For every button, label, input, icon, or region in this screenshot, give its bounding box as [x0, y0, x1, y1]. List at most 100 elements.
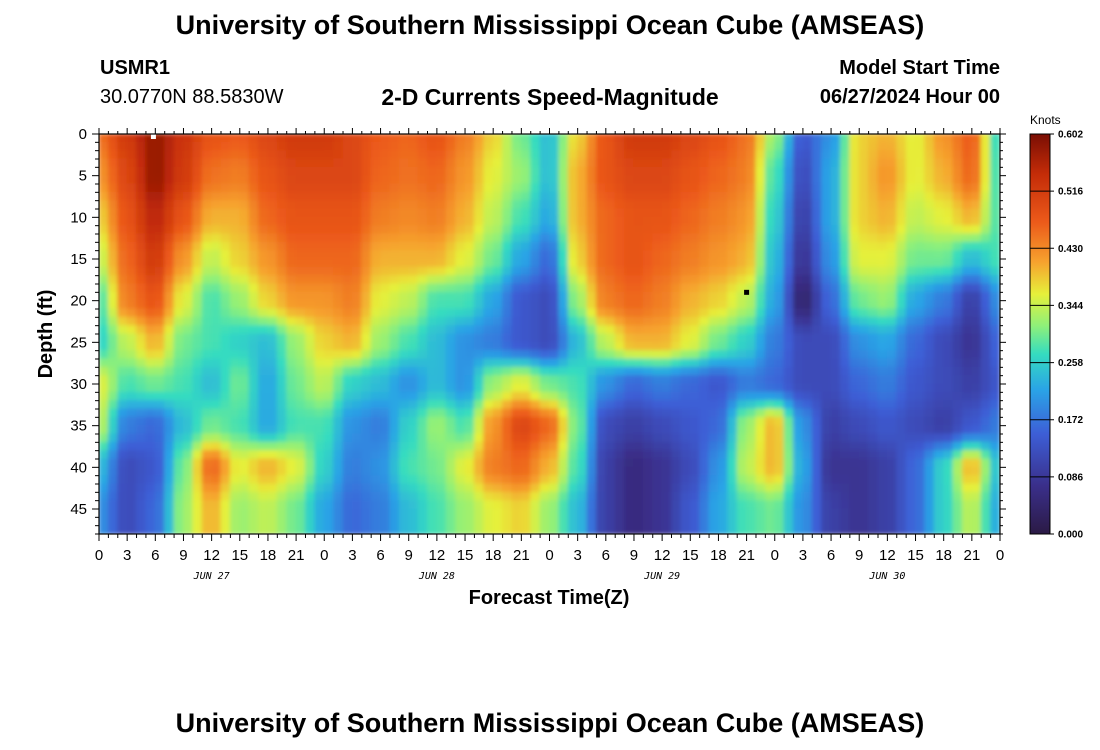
heatmap-cell — [164, 166, 175, 177]
heatmap-cell — [408, 150, 419, 160]
heatmap-cell — [933, 134, 945, 143]
heatmap-cell — [802, 216, 813, 227]
heatmap-cell — [858, 441, 870, 452]
heatmap-cell — [680, 325, 691, 335]
heatmap-cell — [408, 416, 419, 427]
heatmap-cell — [971, 291, 982, 302]
heatmap-cell — [661, 141, 673, 152]
heatmap-cell — [483, 466, 494, 477]
heatmap-cell — [821, 458, 832, 468]
heatmap-cell — [370, 191, 382, 202]
heatmap-cell — [182, 375, 194, 385]
heatmap-cell — [248, 191, 260, 202]
heatmap-cell — [136, 191, 147, 202]
heatmap-cell — [445, 191, 457, 202]
heatmap-cell — [652, 416, 663, 427]
heatmap-cell — [436, 325, 447, 335]
heatmap-cell — [361, 141, 372, 152]
heatmap-cell — [689, 325, 701, 335]
heatmap-cell — [314, 216, 325, 227]
heatmap-cell — [990, 266, 1000, 277]
heatmap-cell — [764, 416, 776, 427]
heatmap-cell — [661, 325, 673, 335]
heatmap-cell — [154, 450, 166, 460]
heatmap-cell — [933, 325, 945, 335]
heatmap-cell — [642, 266, 654, 277]
heatmap-cell — [839, 325, 851, 335]
heatmap-cell — [915, 491, 926, 502]
heatmap-cell — [229, 400, 241, 410]
heatmap-cell — [267, 391, 278, 402]
heatmap-cell — [248, 175, 260, 185]
heatmap-cell — [671, 341, 682, 352]
heatmap-cell — [182, 175, 194, 185]
heatmap-cell — [107, 458, 119, 468]
heatmap-cell — [549, 275, 560, 285]
heatmap-cell — [286, 458, 297, 468]
heatmap-cell — [530, 200, 541, 210]
heatmap-cell — [764, 383, 776, 393]
heatmap-cell — [173, 316, 184, 327]
heatmap-cell — [586, 350, 597, 360]
heatmap-cell — [708, 358, 719, 368]
heatmap-cell — [295, 366, 306, 377]
heatmap-cell — [173, 258, 184, 268]
heatmap-cell — [933, 358, 945, 368]
heatmap-cell — [783, 283, 795, 293]
heatmap-cell — [408, 400, 419, 410]
heatmap-cell — [192, 441, 203, 452]
heatmap-cell — [483, 225, 494, 235]
heatmap-cell — [464, 525, 475, 534]
heatmap-cell — [248, 291, 260, 302]
heatmap-cell — [933, 183, 945, 193]
heatmap-cell — [267, 491, 278, 502]
heatmap-cell — [380, 475, 391, 485]
heatmap-cell — [99, 425, 109, 435]
heatmap-cell — [755, 391, 766, 402]
heatmap-cell — [220, 450, 231, 460]
heatmap-cell — [802, 500, 813, 510]
heatmap-cell — [464, 233, 475, 243]
heatmap-cell — [990, 458, 1000, 468]
heatmap-cell — [182, 258, 194, 268]
heatmap-cell — [276, 500, 288, 510]
heatmap-cell — [746, 158, 757, 168]
heatmap-cell — [717, 525, 729, 534]
heatmap-cell — [736, 466, 748, 477]
heatmap-cell — [511, 466, 522, 477]
heatmap-cell — [361, 233, 372, 243]
heatmap-cell — [314, 200, 325, 210]
heatmap-cell — [426, 175, 438, 185]
heatmap-cell — [258, 450, 269, 460]
heatmap-cell — [323, 275, 335, 285]
heatmap-cell — [661, 333, 673, 343]
heatmap-cell — [258, 391, 269, 402]
heatmap-cell — [99, 166, 109, 177]
heatmap-cell — [971, 325, 982, 335]
heatmap-cell — [671, 441, 682, 452]
heatmap-cell — [511, 516, 522, 527]
heatmap-cell — [802, 291, 813, 302]
heatmap-cell — [802, 408, 813, 418]
heatmap-cell — [361, 458, 372, 468]
heatmap-cell — [924, 425, 935, 435]
heatmap-cell — [539, 175, 550, 185]
heatmap-cell — [802, 483, 813, 493]
heatmap-cell — [839, 241, 851, 252]
heatmap-cell — [276, 191, 288, 202]
heatmap-cell — [389, 516, 400, 527]
heatmap-cell — [811, 483, 823, 493]
heatmap-cell — [502, 258, 513, 268]
heatmap-cell — [896, 433, 907, 443]
heatmap-cell — [858, 308, 870, 318]
heatmap-cell — [736, 400, 748, 410]
heatmap-cell — [323, 508, 335, 518]
heatmap-cell — [295, 400, 306, 410]
heatmap-cell — [868, 416, 879, 427]
heatmap-cell — [849, 491, 860, 502]
heatmap-cell — [567, 183, 579, 193]
heatmap-cell — [295, 341, 306, 352]
heatmap-cell — [333, 316, 344, 327]
heatmap-cell — [952, 416, 963, 427]
heatmap-cell — [971, 141, 982, 152]
